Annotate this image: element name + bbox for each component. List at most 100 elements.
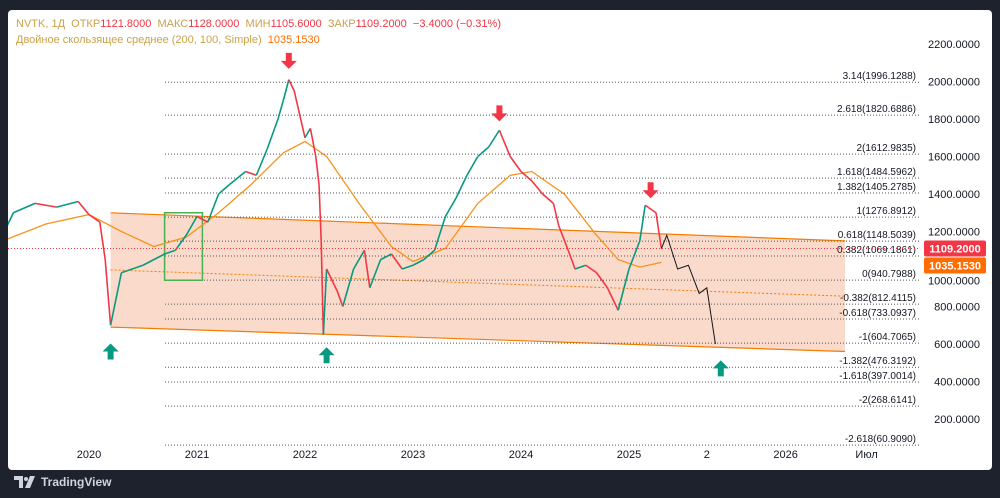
x-tick-label: 2026 [773, 449, 797, 461]
price-segment [363, 250, 371, 288]
fib-level-label: 1(1276.8912) [857, 206, 917, 217]
price-segment [568, 253, 576, 270]
x-tick-label: 2020 [77, 449, 101, 461]
arrow-up-icon [712, 360, 729, 377]
open-label: ОТКР [71, 18, 101, 30]
arrow-down-icon [491, 105, 508, 122]
price-segment [606, 287, 619, 311]
price-segment [336, 291, 344, 307]
y-tick-label: 2200.0000 [928, 39, 980, 51]
y-tick-label: 400.0000 [934, 377, 980, 389]
fib-level-label: 0.382(1069.1861) [837, 245, 916, 256]
y-tick-label: 1200.0000 [928, 227, 980, 239]
price-segment [585, 264, 598, 274]
fib-level-label: 3.14(1996.1288) [843, 71, 916, 82]
price-segment [288, 79, 295, 92]
price-segment [304, 127, 312, 139]
x-tick-label: 2021 [185, 449, 209, 461]
arrow-up-icon [318, 347, 335, 364]
price-segment [245, 170, 257, 177]
change-value: −3.4000 (−0.31%) [412, 18, 501, 30]
price-chart[interactable]: 3.14(1996.1288) 2.618(1820.6886) 2(1612.98… [8, 10, 992, 470]
price-segment [164, 249, 176, 255]
price-segment [655, 212, 663, 249]
indicator-name[interactable]: Двойное скользящее среднее (200, 100, Si… [16, 34, 262, 46]
x-tick-label: 2022 [293, 449, 317, 461]
price-segment [56, 200, 79, 208]
last-price-badge-bg [924, 240, 986, 257]
price-segment [322, 268, 328, 335]
price-segment [309, 128, 317, 157]
fib-level-label: 1.618(1484.5962) [837, 167, 916, 178]
legend: NVTK, 1Д ОТКР1121.8000 МАКС1128.0000 МИН… [16, 16, 501, 48]
chart-frame: NVTK, 1Д ОТКР1121.8000 МАКС1128.0000 МИН… [8, 10, 992, 470]
fib-level-label: -2.618(60.9090) [845, 434, 916, 445]
x-tick-label: 2025 [617, 449, 641, 461]
price-segment [509, 156, 522, 172]
fib-level-label: 2(1612.9835) [857, 143, 917, 154]
y-tick-label: 800.0000 [934, 302, 980, 314]
low-label: МИН [245, 18, 271, 30]
price-segment [433, 216, 447, 251]
price-segment [380, 253, 392, 261]
price-segment [342, 268, 355, 307]
x-tick-label: 2023 [401, 449, 425, 461]
price-segment [207, 193, 220, 223]
x-tick-label: 2 [704, 449, 710, 461]
price-segment [255, 148, 268, 176]
price-segment [121, 264, 144, 274]
arrow-up-icon [102, 343, 119, 360]
price-segment [369, 259, 382, 289]
price-segment [325, 268, 339, 292]
fib-level-label: -1(604.7065) [859, 332, 916, 343]
high-value: 1128.0000 [188, 18, 240, 30]
price-segment [552, 203, 560, 227]
low-value: 1105.6000 [270, 18, 322, 30]
close-value: 1109.2000 [355, 18, 407, 30]
projection-line [660, 233, 716, 345]
y-tick-label: 1000.0000 [928, 276, 980, 288]
tradingview-logo[interactable]: TradingView [14, 475, 111, 489]
fib-level-label: -0.382(812.4115) [840, 293, 916, 304]
arrow-down-icon [642, 182, 659, 199]
y-tick-label: 1800.0000 [928, 114, 980, 126]
channel-lower-line [110, 326, 846, 353]
fib-level-label: -1.382(476.3192) [839, 356, 916, 367]
price-segment [498, 129, 511, 157]
close-label: ЗАКР [327, 18, 356, 30]
moving-average-line [8, 140, 662, 268]
fib-level-label: 0(940.7988) [862, 269, 916, 280]
price-segment [104, 259, 112, 326]
price-segment [390, 253, 403, 270]
indicator-value: 1035.1530 [267, 34, 320, 46]
y-tick-label: 1400.0000 [928, 189, 980, 201]
price-segment [77, 200, 90, 216]
price-segment [196, 215, 209, 223]
brand-name: TradingView [41, 475, 112, 489]
price-segment [266, 118, 279, 150]
ma-value-badge-bg [924, 257, 986, 274]
price-segment [228, 170, 247, 186]
price-segment [477, 146, 490, 158]
y-tick-label: 600.0000 [934, 339, 980, 351]
price-segment [639, 205, 646, 241]
fib-level-label: -1.618(397.0014) [839, 371, 916, 382]
price-segment [282, 79, 290, 101]
price-segment [558, 225, 571, 255]
price-segment [315, 156, 320, 185]
price-segment [487, 129, 501, 148]
price-segment [520, 170, 533, 182]
price-segment [412, 258, 425, 266]
price-segment [185, 216, 198, 236]
price-segment [88, 213, 101, 223]
price-segment [13, 202, 36, 214]
price-segment [142, 253, 165, 266]
price-segment [466, 156, 479, 176]
symbol[interactable]: NVTK, 1Д [16, 18, 66, 30]
highlight-box [163, 212, 204, 281]
price-segment [99, 222, 106, 260]
price-segment [595, 272, 609, 289]
price-segment [34, 202, 57, 208]
price-segment [109, 272, 123, 326]
price-segment [423, 249, 436, 261]
